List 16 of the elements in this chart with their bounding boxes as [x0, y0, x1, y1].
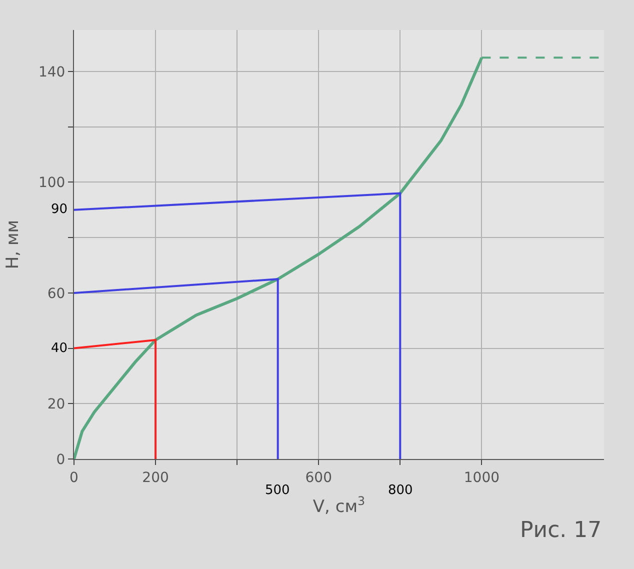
annotation: 800 [388, 483, 413, 498]
annotation: 90 [51, 202, 68, 217]
x-tick-label: 1000 [464, 470, 500, 486]
y-tick-label: 0 [56, 452, 66, 468]
x-tick-label: 0 [70, 470, 78, 486]
y-tick-label: 60 [47, 286, 66, 302]
y-tick-label: 20 [47, 396, 66, 413]
y-tick-label: 100 [38, 175, 66, 192]
x-tick-label: 600 [305, 470, 332, 486]
annotation: 40 [51, 341, 68, 356]
text: Рис. 17 [520, 518, 602, 543]
y-tick-label: 140 [38, 64, 66, 80]
y-axis-title: H, мм [3, 220, 24, 270]
x-tick-label: 200 [142, 470, 169, 486]
x-axis-title: V, см$^{3}$ [312, 494, 366, 518]
annotation: 500 [265, 483, 290, 498]
